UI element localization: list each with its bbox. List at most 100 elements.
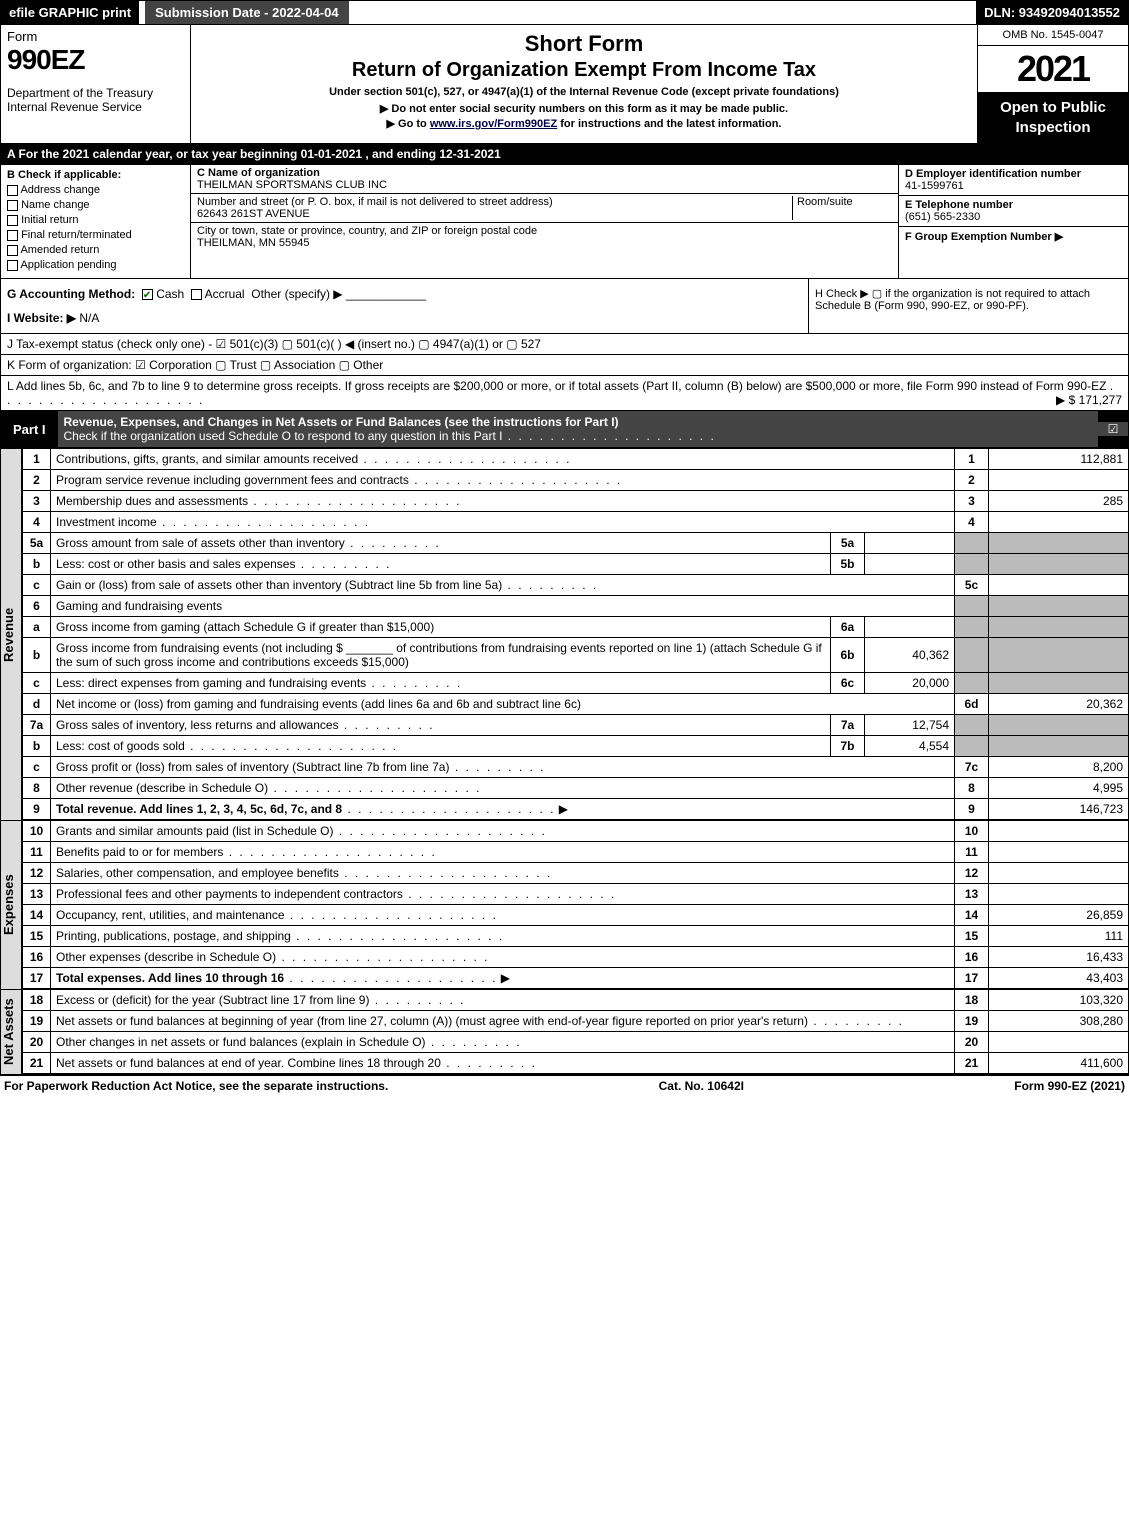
irs-link[interactable]: www.irs.gov/Form990EZ [430,118,557,130]
section-bcd: B Check if applicable: Address change Na… [0,165,1129,279]
part-1-checkbox[interactable]: ☑ [1098,422,1128,436]
tax-year: 2021 [978,46,1128,92]
line-2: 2Program service revenue including gover… [23,470,1129,491]
tel-label: E Telephone number [905,199,1013,211]
goto-line: ▶ Go to www.irs.gov/Form990EZ for instru… [197,117,971,130]
subtitle: Under section 501(c), 527, or 4947(a)(1)… [197,86,971,98]
cb-final-return[interactable]: Final return/terminated [7,229,184,241]
line-5b: bLess: cost or other basis and sales exp… [23,554,1129,575]
col-c-org-info: C Name of organization THEILMAN SPORTSMA… [191,165,898,278]
cb-accrual[interactable] [191,289,202,300]
street-box: Number and street (or P. O. box, if mail… [191,194,898,223]
netassets-table: 18Excess or (deficit) for the year (Subt… [22,989,1129,1074]
revenue-section: Revenue 1Contributions, gifts, grants, a… [0,448,1129,820]
line-12: 12Salaries, other compensation, and empl… [23,863,1129,884]
line-7a: 7aGross sales of inventory, less returns… [23,715,1129,736]
part-1-header: Part I Revenue, Expenses, and Changes in… [0,411,1129,448]
submission-date-label: Submission Date - 2022-04-04 [145,1,349,24]
row-gh: G Accounting Method: Cash Accrual Other … [0,279,1129,334]
form-year-block: OMB No. 1545-0047 2021 Open to Public In… [978,25,1128,143]
line-6b: bGross income from fundraising events (n… [23,638,1129,673]
ssn-warning: ▶ Do not enter social security numbers o… [197,102,971,115]
street: 62643 261ST AVENUE [197,208,310,220]
group-exempt-box: F Group Exemption Number ▶ [899,227,1128,246]
line-5c: cGain or (loss) from sale of assets othe… [23,575,1129,596]
city-box: City or town, state or province, country… [191,223,898,251]
cb-amended-return[interactable]: Amended return [7,244,184,256]
ein-box: D Employer identification number 41-1599… [899,165,1128,196]
line-9: 9Total revenue. Add lines 1, 2, 3, 4, 5c… [23,799,1129,820]
line-15: 15Printing, publications, postage, and s… [23,926,1129,947]
line-21: 21Net assets or fund balances at end of … [23,1053,1129,1074]
tel-box: E Telephone number (651) 565-2330 [899,196,1128,227]
cb-address-change[interactable]: Address change [7,184,184,196]
expenses-label: Expenses [0,820,22,989]
line-16: 16Other expenses (describe in Schedule O… [23,947,1129,968]
org-name-box: C Name of organization THEILMAN SPORTSMA… [191,165,898,194]
form-header: Form 990EZ Department of the Treasury In… [0,25,1129,144]
footer-mid: Cat. No. 10642I [659,1079,744,1093]
col-b-checkboxes: B Check if applicable: Address change Na… [1,165,191,278]
line-13: 13Professional fees and other payments t… [23,884,1129,905]
cb-application-pending[interactable]: Application pending [7,259,184,271]
line-5a: 5aGross amount from sale of assets other… [23,533,1129,554]
expenses-section: Expenses 10Grants and similar amounts pa… [0,820,1129,989]
netassets-label: Net Assets [0,989,22,1074]
dln-label: DLN: 93492094013552 [976,1,1128,24]
row-l-text: L Add lines 5b, 6c, and 7b to line 9 to … [7,379,1106,393]
cb-cash[interactable] [142,289,153,300]
row-l-gross-receipts: L Add lines 5b, 6c, and 7b to line 9 to … [0,376,1129,411]
part-1-sub: Check if the organization used Schedule … [64,429,503,443]
group-exempt-label: F Group Exemption Number ▶ [905,231,1063,243]
cb-initial-return[interactable]: Initial return [7,214,184,226]
part-1-title: Revenue, Expenses, and Changes in Net As… [58,411,1098,447]
line-11: 11Benefits paid to or for members11 [23,842,1129,863]
website-label: I Website: ▶ [7,311,76,325]
line-1: 1Contributions, gifts, grants, and simil… [23,449,1129,470]
line-7c: cGross profit or (loss) from sales of in… [23,757,1129,778]
row-j-tax-exempt: J Tax-exempt status (check only one) - ☑… [0,334,1129,355]
line-6d: dNet income or (loss) from gaming and fu… [23,694,1129,715]
part-1-tag: Part I [1,418,58,441]
line-17: 17Total expenses. Add lines 10 through 1… [23,968,1129,989]
line-18: 18Excess or (deficit) for the year (Subt… [23,990,1129,1011]
line-3: 3Membership dues and assessments3285 [23,491,1129,512]
revenue-label: Revenue [0,448,22,820]
city: THEILMAN, MN 55945 [197,237,309,249]
row-g-accounting: G Accounting Method: Cash Accrual Other … [1,279,808,333]
row-k-form-org: K Form of organization: ☑ Corporation ▢ … [0,355,1129,376]
accounting-other: Other (specify) ▶ [251,287,342,301]
page-footer: For Paperwork Reduction Act Notice, see … [0,1074,1129,1096]
org-name: THEILMAN SPORTSMANS CLUB INC [197,179,387,191]
goto-post: for instructions and the latest informat… [560,118,781,130]
goto-pre: ▶ Go to [387,118,430,130]
dept-label: Department of the Treasury Internal Reve… [7,86,184,114]
row-h-schedule-b: H Check ▶ ▢ if the organization is not r… [808,279,1128,333]
line-19: 19Net assets or fund balances at beginni… [23,1011,1129,1032]
line-4: 4Investment income4 [23,512,1129,533]
netassets-section: Net Assets 18Excess or (deficit) for the… [0,989,1129,1074]
ein: 41-1599761 [905,180,964,192]
open-to-public: Open to Public Inspection [978,92,1128,143]
cb-name-change[interactable]: Name change [7,199,184,211]
footer-right: Form 990-EZ (2021) [1014,1079,1125,1093]
street-label: Number and street (or P. O. box, if mail… [197,196,553,208]
form-title-block: Short Form Return of Organization Exempt… [191,25,978,143]
line-14: 14Occupancy, rent, utilities, and mainte… [23,905,1129,926]
line-7b: bLess: cost of goods sold7b4,554 [23,736,1129,757]
room-label: Room/suite [797,196,853,208]
website-value: N/A [79,311,99,325]
org-name-label: C Name of organization [197,167,320,179]
line-6: 6Gaming and fundraising events [23,596,1129,617]
city-label: City or town, state or province, country… [197,225,537,237]
ein-label: D Employer identification number [905,168,1081,180]
line-20: 20Other changes in net assets or fund ba… [23,1032,1129,1053]
short-form-title: Short Form [197,31,971,57]
line-8: 8Other revenue (describe in Schedule O)8… [23,778,1129,799]
col-b-header: B Check if applicable: [7,169,184,181]
footer-left: For Paperwork Reduction Act Notice, see … [4,1079,388,1093]
line-6c: cLess: direct expenses from gaming and f… [23,673,1129,694]
expenses-table: 10Grants and similar amounts paid (list … [22,820,1129,989]
form-word: Form [7,29,184,44]
line-6a: aGross income from gaming (attach Schedu… [23,617,1129,638]
